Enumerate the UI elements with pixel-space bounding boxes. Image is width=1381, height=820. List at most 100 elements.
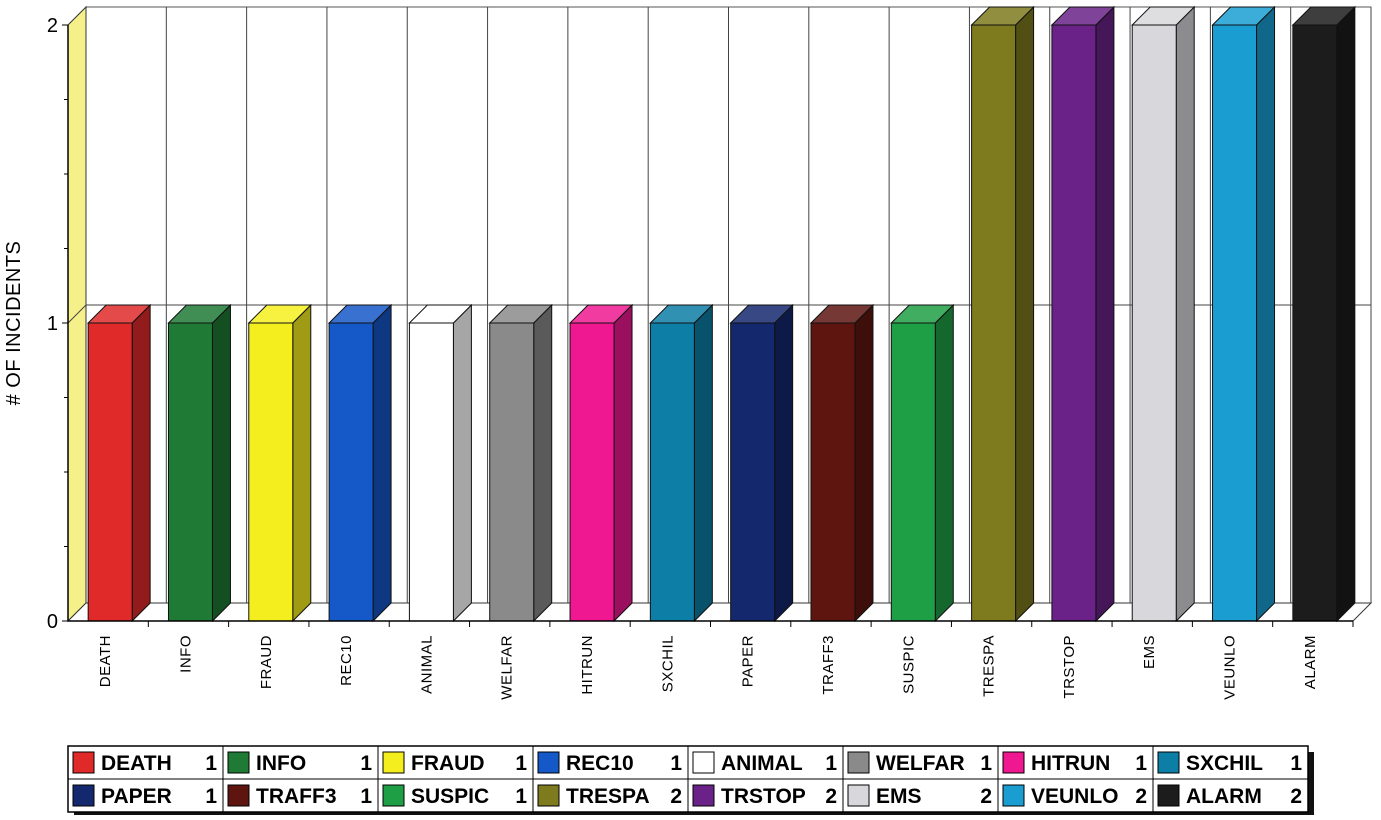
x-tick-label: REC10 [338,635,355,686]
legend-label: VEUNLO [1031,785,1119,808]
x-tick-label: DEATH [97,635,114,687]
axes [62,24,1354,627]
x-tick-label: SUSPIC [900,635,917,694]
bar-ems [1131,5,1196,623]
x-tick-label: FRAUD [258,635,275,689]
bar-hitrun [568,303,634,623]
bar-front [1051,24,1097,622]
legend-label: DEATH [101,752,172,775]
bar-trespa [970,5,1035,623]
y-tick-label: 2 [47,15,58,37]
x-tick-label: VEUNLO [1222,635,1239,700]
bar-side [131,303,151,623]
legend-label: SXCHIL [1186,752,1263,775]
x-tick-label: ANIMAL [418,635,435,694]
legend-label: INFO [256,752,306,775]
legend-item-sxchil: SXCHIL 1 [1152,745,1309,780]
legend-swatch [692,751,715,774]
x-tick-label: HITRUN [579,635,596,695]
bar-front [328,322,374,622]
bar-fraud [247,303,312,623]
legend-value: 2 [980,785,992,808]
legend-item-ems: EMS 2 [842,778,999,813]
legend-cell [1152,778,1309,813]
bar-trstop [1050,5,1116,623]
bar-front [569,322,615,622]
legend-item-suspic: SUSPIC 1 [377,778,534,813]
bar-info [167,303,232,623]
legend-item-trespa: TRESPA 2 [532,778,689,813]
legend-value: 2 [825,785,837,808]
bar-front [890,322,936,622]
legend-label: TRAFF3 [256,785,337,808]
bar-side [533,303,553,623]
legend-swatch [227,751,250,774]
legend-label: SUSPIC [411,785,489,808]
bar-side [1175,5,1195,623]
horizontal-gridline-side [67,304,87,324]
legend-swatch [382,751,405,774]
legend-label: REC10 [566,752,634,775]
legend-value: 1 [205,785,217,808]
bar-side [1015,5,1035,623]
legend-value: 1 [825,752,837,775]
bar-side [693,303,713,623]
legend-swatch [227,784,250,807]
legend-value: 1 [360,752,372,775]
bar-sxchil [649,303,714,623]
bar-welfar [488,303,553,623]
legend-swatch [537,784,560,807]
legend-item-death: DEATH 1 [67,745,224,780]
x-tick-label: SXCHIL [659,635,676,692]
bar-front [810,322,856,622]
legend-item-traff3: TRAFF3 1 [222,778,379,813]
bar-front [971,24,1017,622]
x-tick-label: WELFAR [499,635,516,700]
x-tick-label: PAPER [740,635,757,687]
x-tick-label: EMS [1141,635,1158,669]
legend-item-alarm: ALARM 2 [1152,778,1309,813]
x-tick-label: TRESPA [981,635,998,697]
y-axis-title: # OF INCIDENTS [3,241,25,406]
bar-side [1256,5,1276,623]
legend-label: ALARM [1186,785,1262,808]
bar-side [613,303,633,623]
legend-swatch [537,751,560,774]
bar-rec10 [327,303,393,623]
legend-swatch [1002,784,1025,807]
legend-swatch [1002,751,1025,774]
legend-label: TRSTOP [721,785,806,808]
bar-side [854,303,874,623]
legend-label: HITRUN [1031,752,1110,775]
gridlines [67,7,1372,603]
bar-veunlo [1211,5,1276,623]
legend-swatch [1157,784,1180,807]
legend-label: EMS [876,785,922,808]
legend-item-trstop: TRSTOP 2 [687,778,844,813]
y-tick-label: 1 [47,313,58,335]
legend-swatch [72,784,95,807]
legend-value: 1 [205,752,217,775]
legend-item-info: INFO 1 [222,745,379,780]
bar-front [408,322,454,622]
bar-side [372,303,392,623]
bar-front [730,322,776,622]
legend-label: FRAUD [411,752,485,775]
x-tick-labels: DEATH INFO FRAUD REC10 ANIMAL WELFAR HITRUN SXC… [97,635,1319,700]
y-tick-label: 0 [47,611,58,633]
bar-side [452,303,472,623]
bar-alarm [1291,5,1357,623]
bar-traff3 [809,303,875,623]
bar-front [489,322,535,622]
legend-value: 1 [670,752,682,775]
legend-value: 1 [1135,752,1147,775]
bar-front [248,322,294,622]
legend-item-veunlo: VEUNLO 2 [997,778,1154,813]
bar-side [1095,5,1115,623]
x-tick-label: TRSTOP [1061,635,1078,699]
legend-label: WELFAR [876,752,965,775]
legend-value: 1 [980,752,992,775]
legend-swatch [382,784,405,807]
